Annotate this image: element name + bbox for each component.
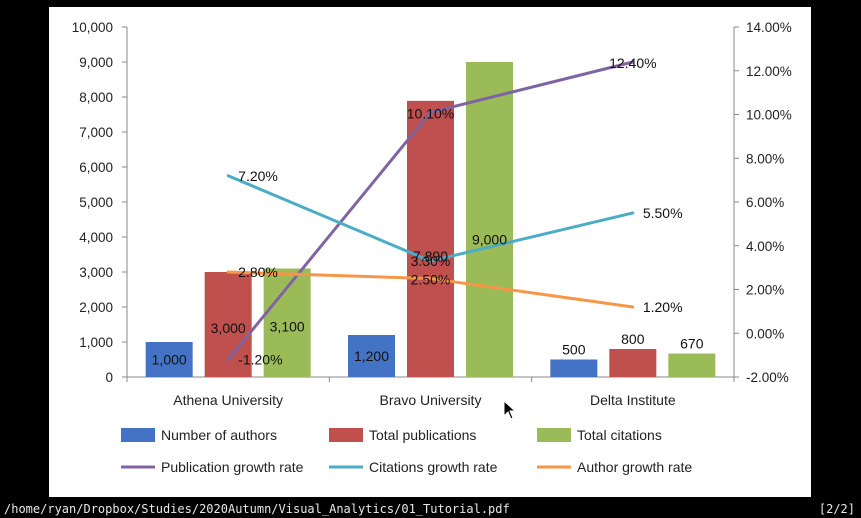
data-label-publication-growth-rate: -1.20% — [238, 352, 282, 368]
legend-label-total-publications: Total publications — [369, 427, 476, 443]
x-tick-label: Athena University — [173, 392, 283, 408]
y-right-tick-label: 8.00% — [746, 151, 784, 166]
y-right-tick-label: 4.00% — [746, 239, 784, 254]
y-left-tick-label: 10,000 — [72, 20, 113, 35]
file-path: /home/ryan/Dropbox/Studies/2020Autumn/Vi… — [4, 502, 510, 516]
bar-number-of-authors — [348, 335, 395, 377]
data-label-total-citations: 9,000 — [472, 232, 507, 248]
legend-swatch-total-citations — [537, 428, 571, 442]
line-publication-growth-rate — [226, 60, 635, 361]
status-bar: /home/ryan/Dropbox/Studies/2020Autumn/Vi… — [0, 500, 861, 518]
y-right-tick-label: 6.00% — [746, 195, 784, 210]
y-right-tick-label: 0.00% — [746, 326, 784, 341]
data-label-number-of-authors: 1,200 — [354, 348, 389, 364]
data-label-total-publications: 3,000 — [211, 320, 246, 336]
legend-label-publication-growth-rate: Publication growth rate — [161, 459, 304, 475]
page-indicator: [2/2] — [818, 502, 855, 516]
data-label-author-growth-rate: 1.20% — [643, 299, 683, 315]
data-label-total-publications: 800 — [621, 331, 645, 347]
legend-swatch-number-of-authors — [121, 428, 155, 442]
bar-total-citations — [668, 353, 716, 377]
legend-swatch-total-publications — [329, 428, 363, 442]
bar-total-publications — [407, 100, 454, 377]
chart-svg: 0 1,000 2,000 3,000 4,000 5,000 6,000 7,000 8,00… — [72, 20, 792, 475]
y-right-tick-label: 2.00% — [746, 283, 784, 298]
legend-label-number-of-authors: Number of authors — [161, 427, 277, 443]
legend-label-author-growth-rate: Author growth rate — [577, 459, 692, 475]
data-label-total-citations: 670 — [680, 336, 704, 352]
line-citations-growth-rate — [226, 174, 635, 263]
y-left-tick-label: 2,000 — [79, 300, 113, 315]
data-label-publication-growth-rate: 12.40% — [609, 55, 656, 71]
data-label-publication-growth-rate: 10.10% — [407, 105, 454, 121]
y-left-tick-label: 4,000 — [79, 230, 113, 245]
data-label-total-publications: 7,890 — [413, 248, 448, 264]
y-left-tick-label: 3,000 — [79, 265, 113, 280]
data-label-total-citations: 3,100 — [270, 318, 305, 334]
data-label-number-of-authors: 1,000 — [152, 352, 187, 368]
mouse-pointer-icon — [503, 400, 517, 420]
y-right-tick-label: 10.00% — [746, 108, 792, 123]
y-left-tick-label: 5,000 — [79, 195, 113, 210]
y-left-tick-label: 6,000 — [79, 160, 113, 175]
bar-total-citations — [466, 62, 513, 377]
y-left-tick-label: 7,000 — [79, 125, 113, 140]
y-left-tick-label: 0 — [105, 370, 113, 385]
x-tick-label: Bravo University — [380, 392, 482, 408]
legend-label-total-citations: Total citations — [577, 427, 662, 443]
data-label-author-growth-rate: 2.80% — [238, 264, 278, 280]
bar-total-publications — [609, 349, 657, 377]
x-tick-label: Delta Institute — [590, 392, 676, 408]
y-right-tick-label: -2.00% — [746, 370, 789, 385]
bar-number-of-authors — [550, 359, 598, 377]
legend-label-citations-growth-rate: Citations growth rate — [369, 459, 498, 475]
data-label-citations-growth-rate: 5.50% — [643, 205, 683, 221]
data-label-citations-growth-rate: 7.20% — [238, 168, 278, 184]
data-label-author-growth-rate: 2.50% — [411, 272, 451, 288]
y-left-tick-label: 9,000 — [79, 55, 113, 70]
y-right-tick-label: 12.00% — [746, 64, 792, 79]
bar-number-of-authors — [145, 342, 193, 377]
chart-card: 0 1,000 2,000 3,000 4,000 5,000 6,000 7,000 8,00… — [49, 7, 811, 497]
data-label-number-of-authors: 500 — [562, 342, 586, 358]
y-left-tick-label: 1,000 — [79, 335, 113, 350]
y-right-tick-label: 14.00% — [746, 20, 792, 35]
y-left-tick-label: 8,000 — [79, 90, 113, 105]
data-label-citations-growth-rate: 3.30% — [411, 253, 451, 269]
line-author-growth-rate — [226, 270, 635, 309]
